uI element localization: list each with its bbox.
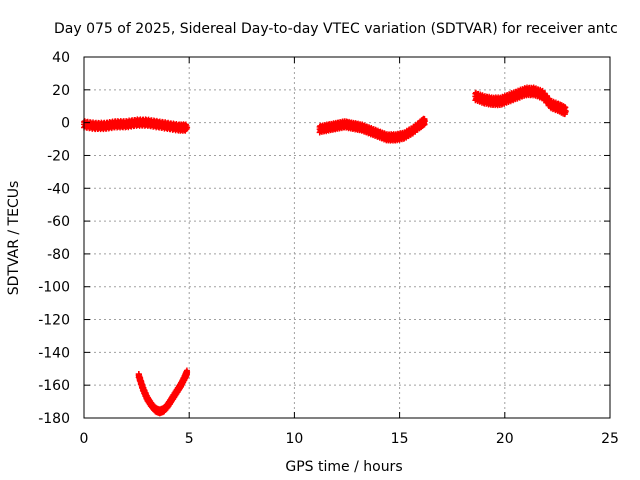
- y-tick-label: 40: [52, 50, 70, 66]
- y-tick-labels: 40 20 0 -20 -40 -60 -80 -100 -120 -140 -160 -180: [38, 50, 70, 427]
- x-tick-label: 0: [80, 431, 89, 447]
- x-tick-label: 15: [391, 431, 409, 447]
- x-tick-label: 25: [601, 431, 619, 447]
- data-point: [184, 369, 191, 376]
- x-tick-labels: 0 5 10 15 20 25: [80, 431, 619, 447]
- data-point: [184, 124, 191, 131]
- y-tick-label: -120: [38, 313, 70, 329]
- y-tick-label: -180: [38, 411, 70, 427]
- x-axis-label: GPS time / hours: [285, 459, 402, 475]
- y-tick-label: -100: [38, 280, 70, 296]
- x-tick-label: 5: [185, 431, 194, 447]
- x-tick-label: 20: [496, 431, 514, 447]
- y-tick-label: -140: [38, 345, 70, 361]
- data-point: [562, 108, 569, 115]
- y-tick-label: -20: [47, 148, 70, 164]
- series-arc-4: [472, 84, 569, 118]
- data-point: [421, 117, 428, 124]
- y-axis-label: SDTVAR / TECUs: [6, 181, 22, 296]
- y-tick-label: -80: [47, 247, 70, 263]
- x-tick-label: 10: [285, 431, 303, 447]
- data-series: [81, 84, 569, 417]
- grid-lines: [84, 57, 610, 418]
- series-arc-2: [135, 367, 191, 417]
- plot-frame: [83, 56, 611, 419]
- y-tick-label: 20: [52, 83, 70, 99]
- y-tick-label: -160: [38, 378, 70, 394]
- series-arc-1: [81, 116, 191, 134]
- y-tick-label: 0: [61, 116, 70, 132]
- series-arc-3: [316, 115, 428, 144]
- y-tick-label: -60: [47, 214, 70, 230]
- y-tick-label: -40: [47, 181, 70, 197]
- chart-title: Day 075 of 2025, Sidereal Day-to-day VTE…: [54, 21, 618, 37]
